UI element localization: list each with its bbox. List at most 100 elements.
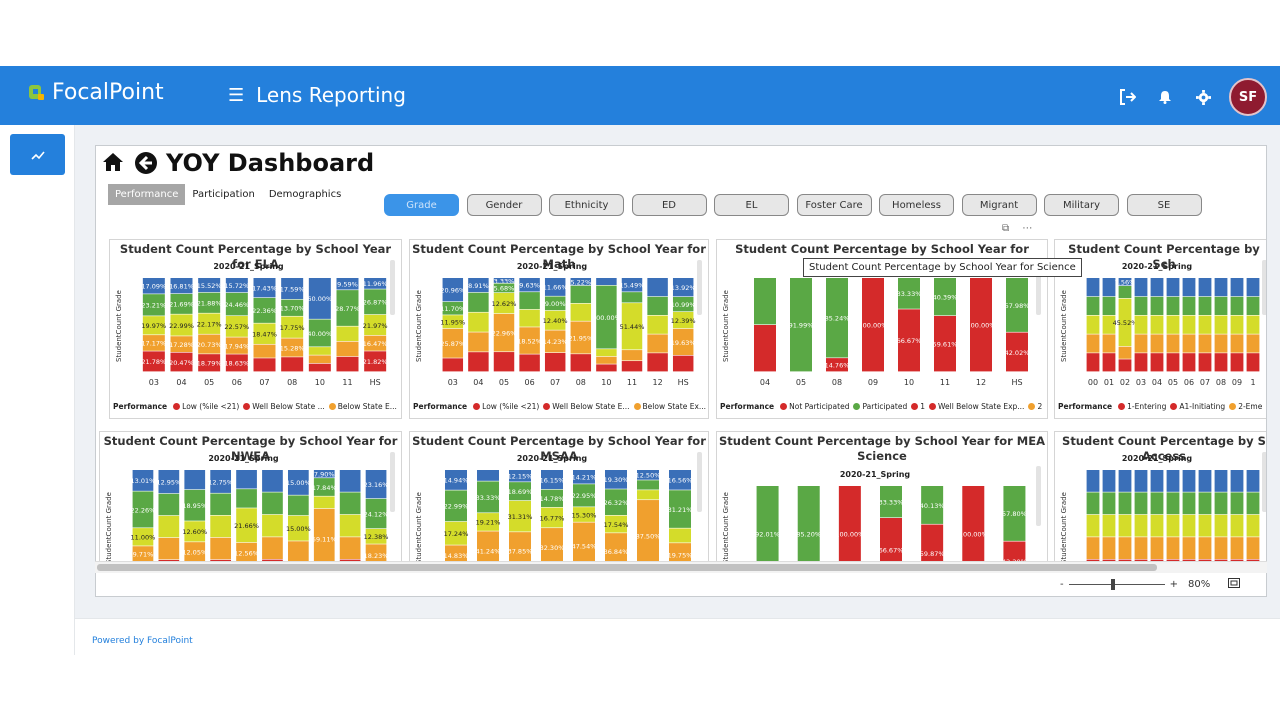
filter-foster-care[interactable]: Foster Care xyxy=(796,194,872,216)
bar-segment xyxy=(198,278,221,293)
data-label: 12.05% xyxy=(182,549,207,557)
bar-segment xyxy=(570,321,592,354)
card-scrollbar[interactable] xyxy=(1262,452,1266,512)
data-label: 23.16% xyxy=(364,481,389,489)
chart-card-7[interactable]: Student Count Percentage by S Access 2020… xyxy=(1054,431,1266,571)
bar-segment xyxy=(236,470,257,489)
data-label: 16.81% xyxy=(169,282,194,290)
data-label: 12.39% xyxy=(671,317,696,325)
filter-homeless[interactable]: Homeless xyxy=(879,194,954,216)
chart-card-6[interactable]: Student Count Percentage by School Year … xyxy=(716,431,1048,571)
zoom-in-button[interactable]: + xyxy=(1169,579,1178,590)
chart-card-0[interactable]: Student Count Percentage by School Year … xyxy=(109,239,402,419)
chart-subtitle: 2020-21_Spring xyxy=(1121,454,1193,463)
card-scrollbar[interactable] xyxy=(390,260,395,315)
data-label: 60.00% xyxy=(307,295,332,303)
legend-item: Below State Ex... xyxy=(642,402,707,411)
bar-segment xyxy=(442,278,464,302)
bar-segment xyxy=(236,542,257,563)
zoom-out-button[interactable]: - xyxy=(1060,579,1064,590)
data-label: 19.97% xyxy=(141,322,166,330)
fit-page-icon[interactable] xyxy=(1228,578,1241,591)
home-icon[interactable] xyxy=(102,151,126,175)
data-label: 100.00% xyxy=(592,314,621,322)
chart-plot: 20.96% 11.70% 11.95% 25.87% 8.91% 3.33%5.68% 1… xyxy=(440,277,696,387)
filter-military[interactable]: Military xyxy=(1044,194,1119,216)
chart-card-1[interactable]: Student Count Percentage by School Year … xyxy=(409,239,709,419)
user-avatar[interactable]: SF xyxy=(1229,78,1267,116)
data-label: 13.92% xyxy=(671,284,696,292)
bar-segment xyxy=(225,337,248,354)
x-tick-label: 07 xyxy=(550,378,560,387)
bar-segment xyxy=(1150,315,1164,334)
tab-participation[interactable]: Participation xyxy=(192,189,255,200)
chart-card-4[interactable]: Student Count Percentage by School Year … xyxy=(99,431,402,571)
x-tick-label: 08 xyxy=(287,378,297,387)
card-scrollbar[interactable] xyxy=(1262,260,1266,315)
data-label: 32.30% xyxy=(540,544,565,552)
card-scrollbar[interactable] xyxy=(697,452,702,512)
focus-mode-icon[interactable]: ⧉ xyxy=(1002,223,1010,234)
footer xyxy=(75,618,1280,655)
horizontal-scrollbar[interactable] xyxy=(95,561,1267,573)
bar-segment xyxy=(934,315,956,372)
filter-gender[interactable]: Gender xyxy=(466,194,542,216)
chart-legend: Performance Not Participated Participated 1… xyxy=(720,402,1047,411)
filter-grade[interactable]: Grade xyxy=(384,194,459,216)
bar-segment xyxy=(477,481,499,513)
section-title: Lens Reporting xyxy=(256,83,406,107)
filter-migrant[interactable]: Migrant xyxy=(961,194,1037,216)
bar-segment xyxy=(621,361,643,372)
legend-item: A1-Initiating xyxy=(1179,402,1226,411)
tab-performance[interactable]: Performance xyxy=(108,184,186,205)
chart-card-3[interactable]: Student Count Percentage by Sch 2020-21_S… xyxy=(1054,239,1266,419)
x-tick-label: HS xyxy=(1011,378,1022,387)
bar-segment xyxy=(647,353,668,372)
app-logo[interactable]: FocalPoint xyxy=(26,80,164,105)
bell-icon[interactable] xyxy=(1153,85,1177,109)
bar-segment xyxy=(1246,514,1260,537)
filter-el[interactable]: EL xyxy=(714,194,789,216)
card-scrollbar[interactable] xyxy=(1036,260,1041,315)
x-tick-label: 07 xyxy=(259,378,269,387)
filter-se[interactable]: SE xyxy=(1126,194,1202,216)
main-menu-button[interactable]: ☰ Lens Reporting xyxy=(228,83,406,107)
bar-segment xyxy=(281,316,304,338)
bar-segment xyxy=(570,354,592,372)
chart-card-5[interactable]: Student Count Percentage by School Year … xyxy=(409,431,709,571)
bar-segment xyxy=(493,278,515,283)
data-label: 26.87% xyxy=(363,299,388,307)
x-tick-label: 05 xyxy=(499,378,509,387)
tab-demographics[interactable]: Demographics xyxy=(268,189,342,200)
x-tick-label: HS xyxy=(678,378,689,387)
bar-segment xyxy=(970,278,992,372)
gear-icon[interactable] xyxy=(1191,85,1215,109)
filter-ed[interactable]: ED xyxy=(631,194,707,216)
bar-segment xyxy=(287,470,309,495)
bar-segment xyxy=(647,315,668,334)
filter-ethnicity[interactable]: Ethnicity xyxy=(549,194,624,216)
bar-segment xyxy=(477,513,499,531)
zoom-slider[interactable] xyxy=(1068,579,1165,590)
bar-segment xyxy=(170,293,193,314)
logout-icon[interactable] xyxy=(1115,85,1139,109)
card-scrollbar[interactable] xyxy=(1036,466,1041,526)
scrollbar-thumb[interactable] xyxy=(97,564,1157,571)
data-label: 11.66% xyxy=(543,284,568,292)
bar-segment xyxy=(1086,296,1100,315)
data-label: 100.00% xyxy=(835,531,864,539)
bar-segment xyxy=(1166,315,1180,334)
card-scrollbar[interactable] xyxy=(697,260,702,315)
card-scrollbar[interactable] xyxy=(390,452,395,512)
data-label: 12.15% xyxy=(508,473,533,481)
nav-reports-button[interactable] xyxy=(10,134,65,175)
bar-segment xyxy=(493,283,515,293)
bar-segment xyxy=(339,514,361,537)
chart-legend: Performance Low (%ile <21) Well Below Stat… xyxy=(113,402,401,411)
data-label: 15.52% xyxy=(197,282,222,290)
zoom-slider-knob[interactable] xyxy=(1110,579,1115,590)
more-options-icon[interactable]: ⋯ xyxy=(1022,223,1033,234)
data-label: 100.00% xyxy=(959,531,988,539)
bar-segment xyxy=(1182,514,1196,537)
back-arrow-icon[interactable] xyxy=(134,151,158,175)
